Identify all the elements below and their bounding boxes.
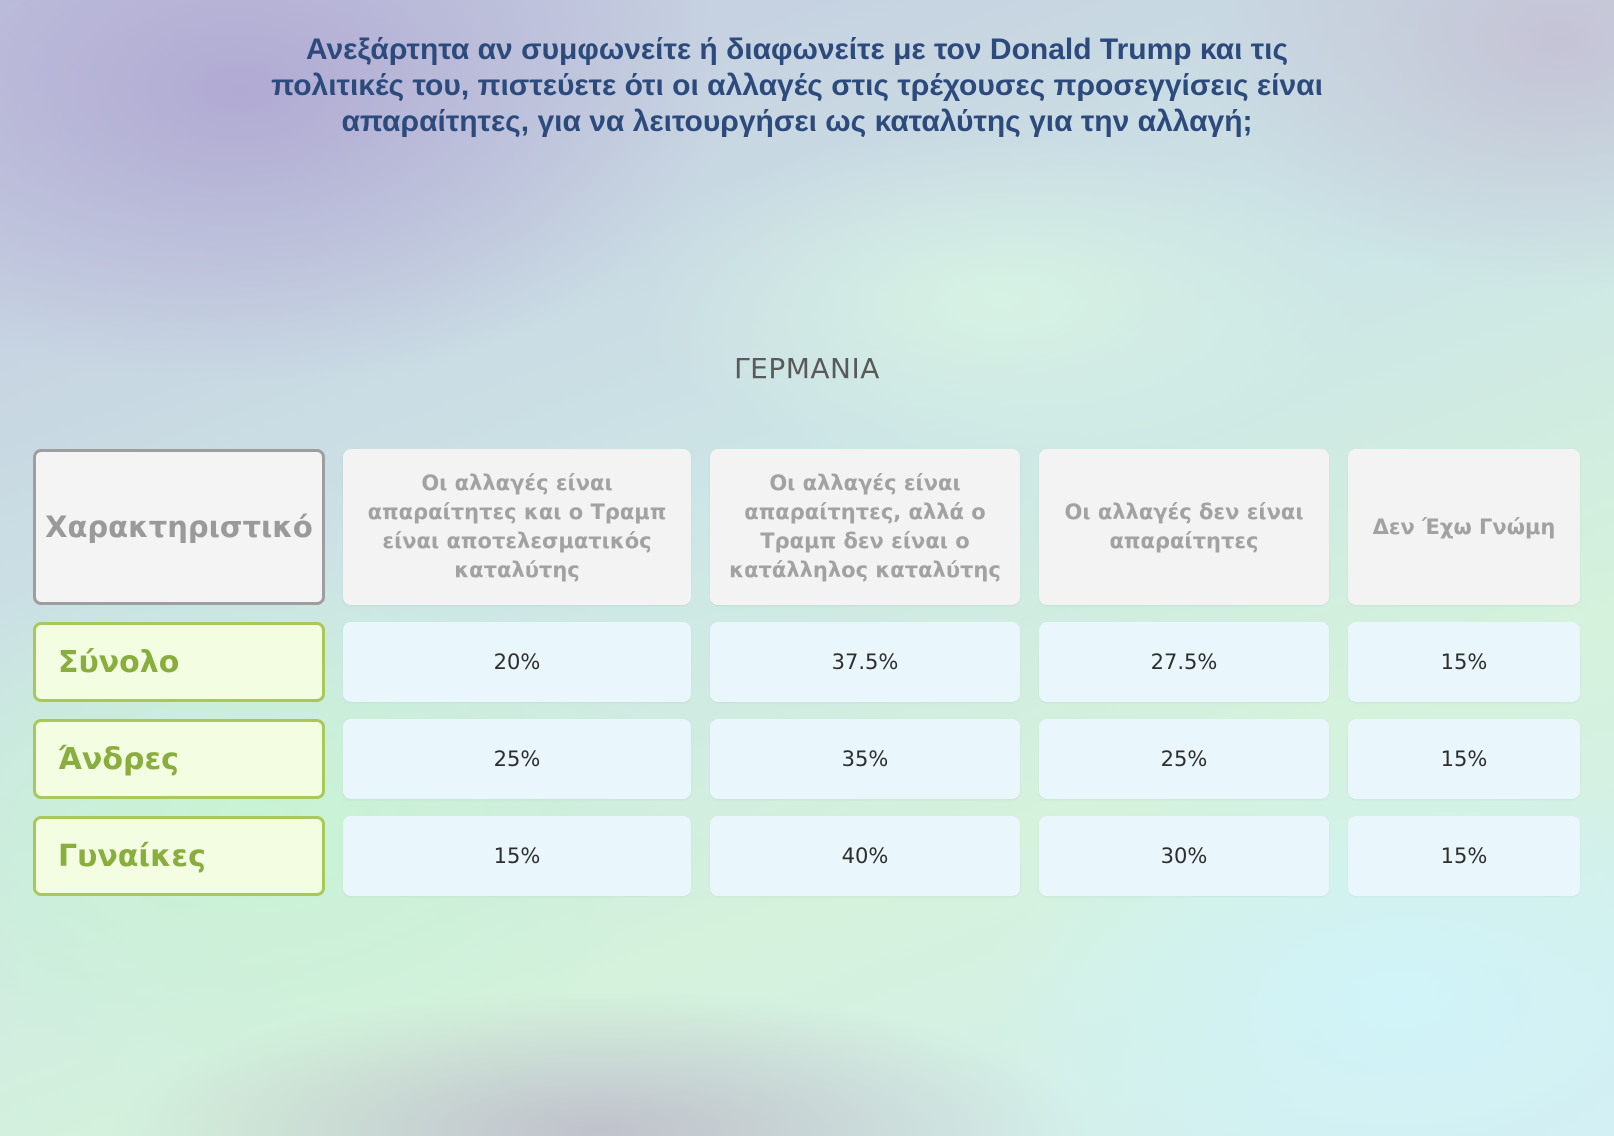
- value-cell: 27.5%: [1039, 622, 1329, 702]
- value-cell: 25%: [343, 719, 691, 799]
- row-header-cell: Χαρακτηριστικό: [33, 449, 325, 605]
- row-label: Σύνολο: [33, 622, 325, 702]
- value-cell: 15%: [1348, 622, 1580, 702]
- value-cell: 15%: [1348, 816, 1580, 896]
- value-cell: 30%: [1039, 816, 1329, 896]
- value-cell: 40%: [710, 816, 1020, 896]
- row-label: Γυναίκες: [33, 816, 325, 896]
- column-header: Οι αλλαγές δεν είναι απαραίτητες: [1039, 449, 1329, 605]
- value-cell: 20%: [343, 622, 691, 702]
- value-cell: 25%: [1039, 719, 1329, 799]
- value-cell: 15%: [343, 816, 691, 896]
- value-cell: 37.5%: [710, 622, 1020, 702]
- country-title: ΓΕΡΜΑΝΙΑ: [734, 352, 880, 385]
- value-cell: 35%: [710, 719, 1020, 799]
- question-title: Ανεξάρτητα αν συμφωνείτε ή διαφωνείτε με…: [271, 33, 1323, 138]
- column-header: Οι αλλαγές είναι απαραίτητες, αλλά ο Τρα…: [710, 449, 1020, 605]
- column-header: Δεν Έχω Γνώμη: [1348, 449, 1580, 605]
- row-label: Άνδρες: [33, 719, 325, 799]
- value-cell: 15%: [1348, 719, 1580, 799]
- column-header: Οι αλλαγές είναι απαραίτητες και ο Τραμπ…: [343, 449, 691, 605]
